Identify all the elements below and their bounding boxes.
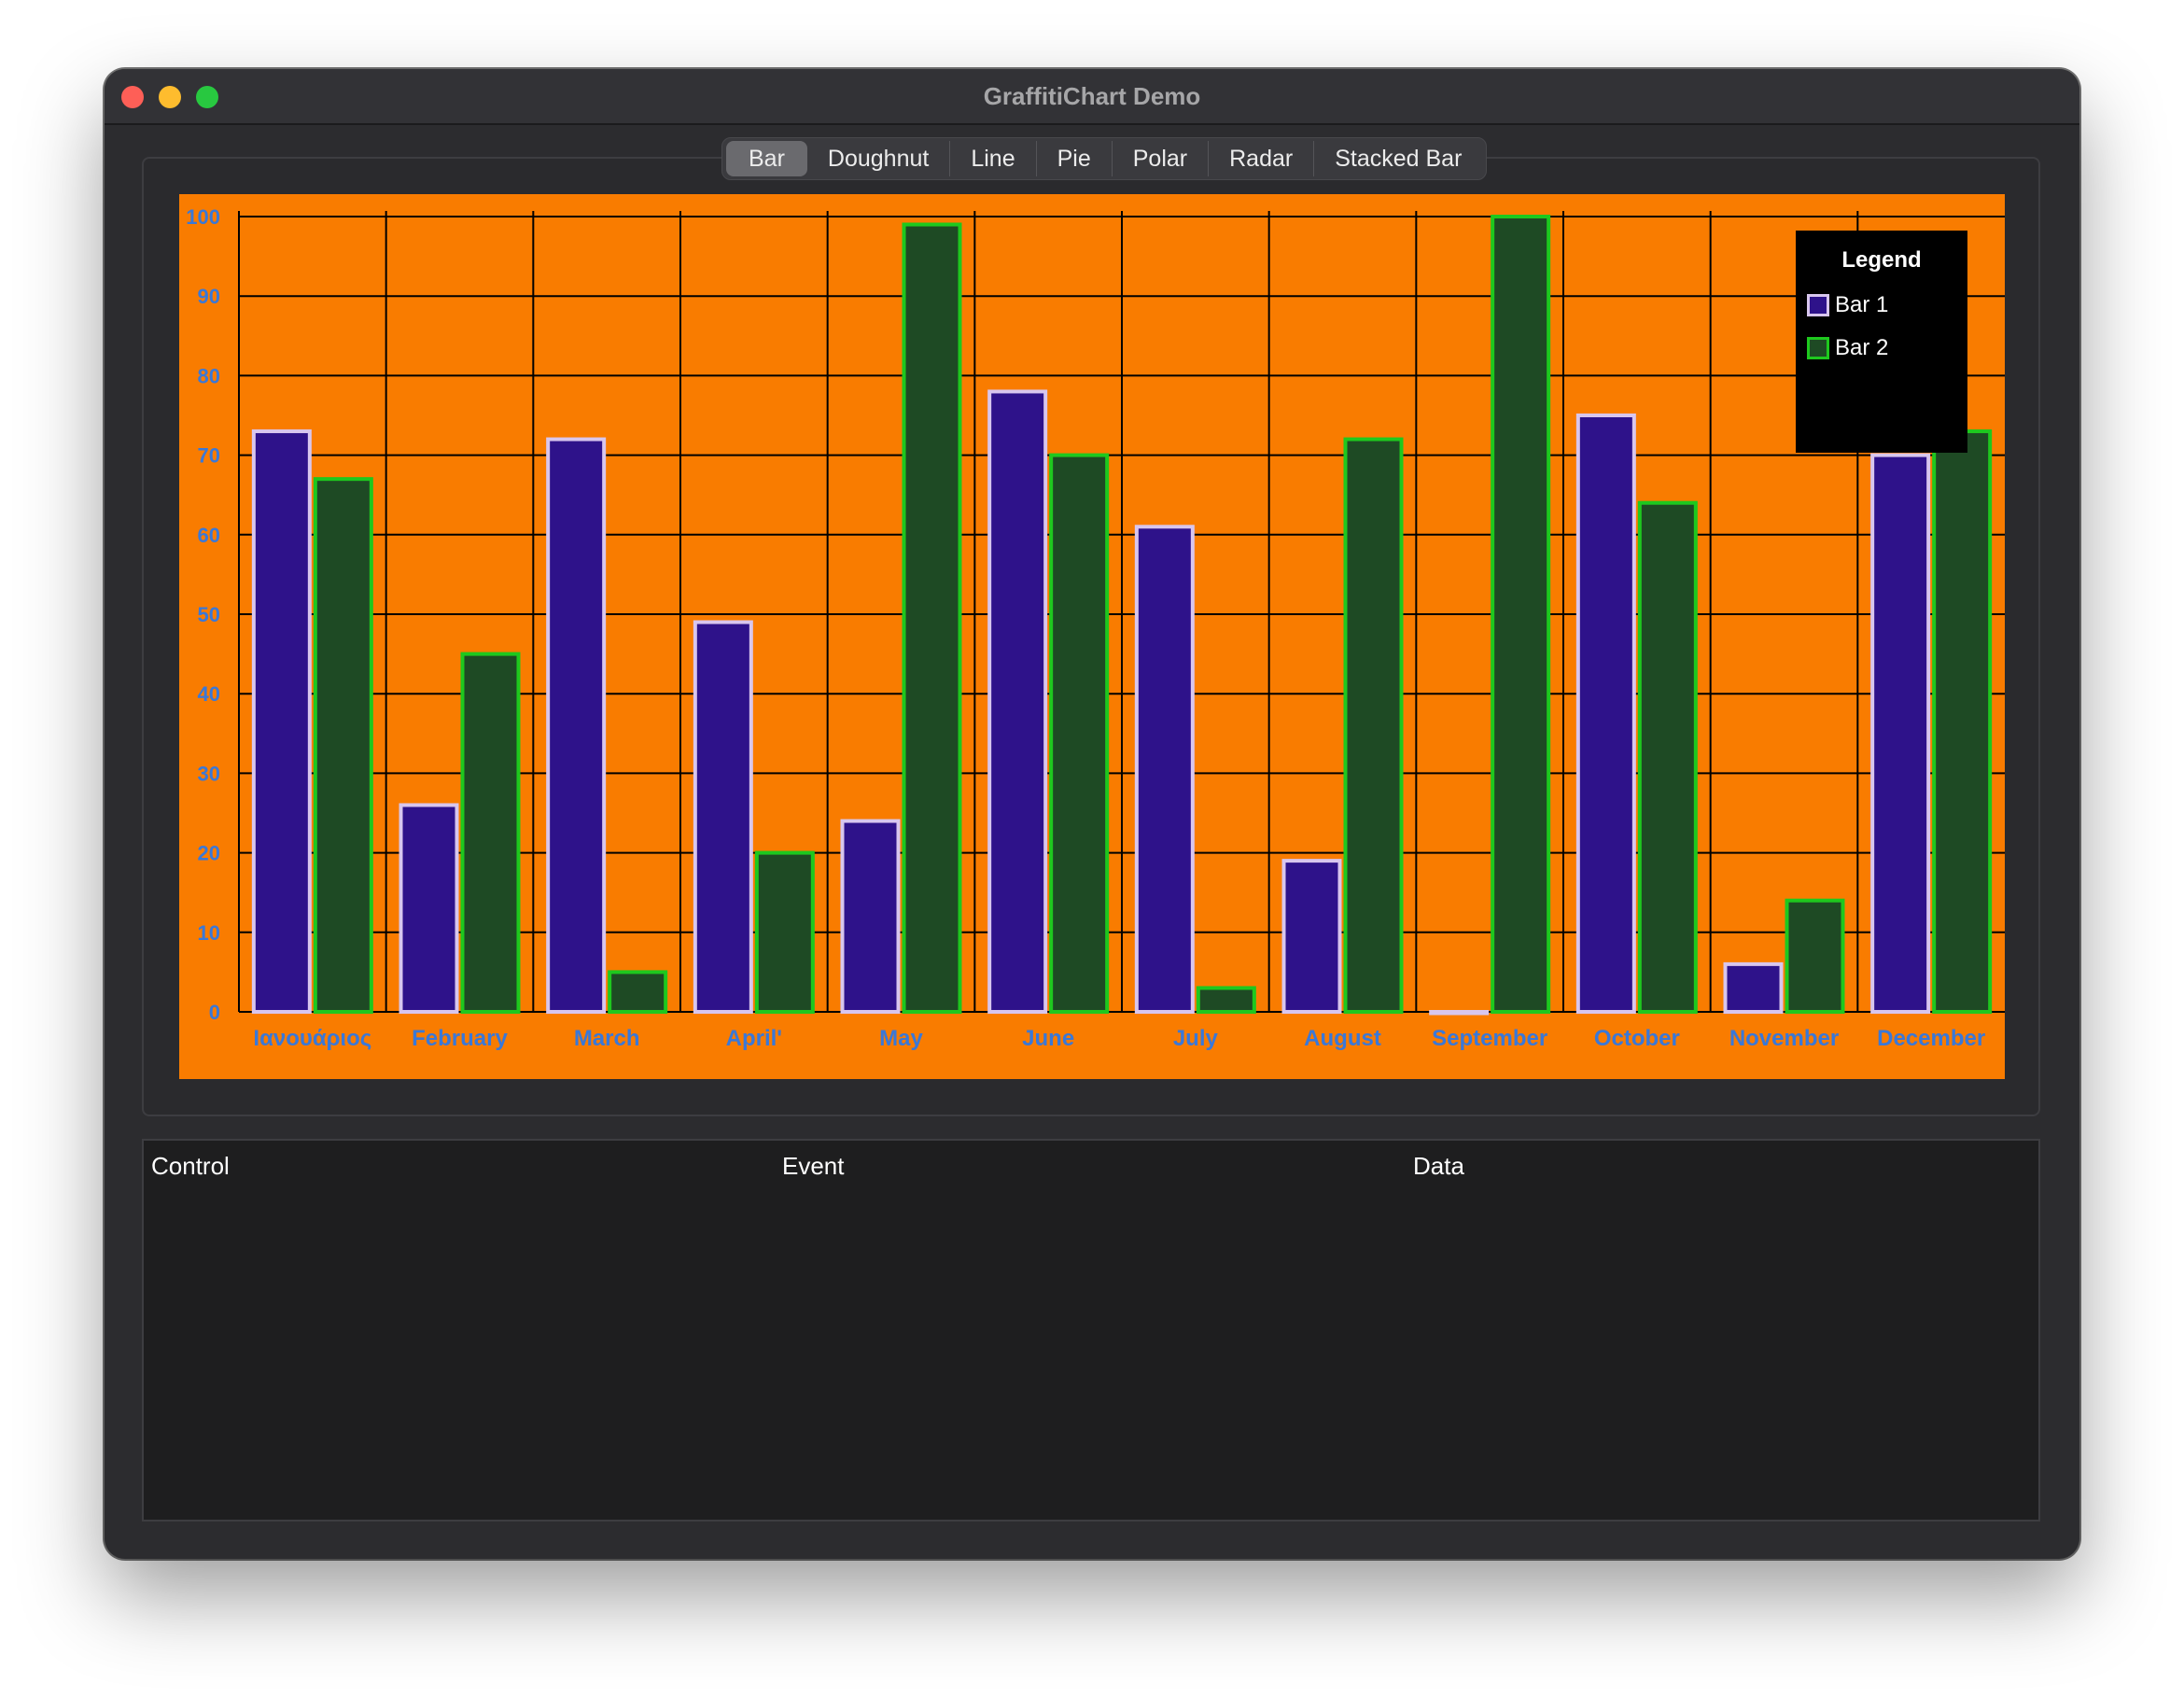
y-tick-label: 10 <box>198 921 220 945</box>
bar-1-2 <box>546 437 607 1014</box>
x-tick-label: November <box>1729 1026 1839 1051</box>
title-bar: GraffitiChart Demo <box>105 69 2079 125</box>
y-tick-label: 30 <box>198 762 220 785</box>
bar-1-6 <box>1134 525 1195 1014</box>
tab-bar[interactable]: Bar <box>726 141 807 176</box>
bar-1-3 <box>693 620 753 1014</box>
bar-2-1 <box>460 652 521 1014</box>
bar-1-4 <box>840 819 901 1015</box>
window-title: GraffitiChart Demo <box>983 82 1201 110</box>
event-log-table[interactable]: Control Event Data <box>142 1139 2040 1522</box>
bar-2-5 <box>1049 453 1110 1015</box>
x-tick-label: June <box>1022 1026 1074 1051</box>
y-tick-label: 0 <box>209 1001 220 1024</box>
zoom-window-button[interactable] <box>196 86 218 108</box>
minimize-window-button[interactable] <box>159 86 181 108</box>
legend-item-bar-1: Bar 1 <box>1807 292 1888 318</box>
y-tick-label: 100 <box>186 205 220 229</box>
bar-1-0 <box>251 429 312 1015</box>
tab-radar[interactable]: Radar <box>1209 141 1315 176</box>
x-tick-label: July <box>1173 1026 1219 1051</box>
x-tick-label: April' <box>726 1026 782 1051</box>
bar-1-10 <box>1723 961 1784 1015</box>
column-header-event[interactable]: Event <box>782 1152 845 1180</box>
x-tick-label: May <box>879 1026 923 1051</box>
bar-1-5 <box>987 389 1048 1014</box>
x-tick-label: February <box>412 1026 508 1051</box>
tab-line[interactable]: Line <box>950 141 1037 176</box>
x-tick-label: August <box>1304 1026 1381 1051</box>
tab-polar[interactable]: Polar <box>1113 141 1210 176</box>
app-window: GraffitiChart Demo Bar Doughnut Line Pie… <box>105 69 2079 1559</box>
bar-1-9 <box>1575 414 1636 1014</box>
y-tick-label: 20 <box>198 842 220 865</box>
x-tick-label: December <box>1877 1026 1985 1051</box>
bar-2-7 <box>1343 437 1404 1014</box>
legend-title: Legend <box>1841 247 1922 273</box>
y-tick-label: 80 <box>198 364 220 387</box>
bar-1-11 <box>1870 453 1931 1015</box>
chart-legend: Legend Bar 1 Bar 2 <box>1796 231 1967 453</box>
bar-2-6 <box>1196 986 1256 1015</box>
bar-2-0 <box>313 477 373 1015</box>
bar-2-4 <box>902 222 962 1014</box>
bar-2-9 <box>1637 500 1698 1015</box>
y-tick-label: 60 <box>198 524 220 547</box>
bar-1-7 <box>1281 859 1342 1014</box>
tab-doughnut[interactable]: Doughnut <box>807 141 951 176</box>
bar-2-11 <box>1932 429 1993 1015</box>
legend-label-bar-1: Bar 1 <box>1835 292 1889 317</box>
tab-pie[interactable]: Pie <box>1037 141 1113 176</box>
bar-2-2 <box>608 970 668 1015</box>
x-tick-label: March <box>574 1026 640 1051</box>
close-window-button[interactable] <box>121 86 144 108</box>
tab-stacked-bar[interactable]: Stacked Bar <box>1335 146 1463 172</box>
bar-2-10 <box>1785 898 1845 1014</box>
chart-type-tabs: Bar Doughnut Line Pie Polar Radar Stacke… <box>721 137 1488 180</box>
y-tick-label: 50 <box>198 603 220 626</box>
bar-2-8 <box>1491 215 1551 1014</box>
bar-chart[interactable]: 0 10 20 30 40 50 60 70 80 90 100 Ιανουάριος February… <box>179 194 2005 1079</box>
x-tick-label: September <box>1432 1026 1547 1051</box>
y-tick-label: 90 <box>198 285 220 308</box>
x-tick-label: October <box>1594 1026 1680 1051</box>
bar-2-3 <box>754 850 815 1014</box>
legend-label-bar-2: Bar 2 <box>1835 335 1889 360</box>
legend-item-bar-2: Bar 2 <box>1807 335 1888 361</box>
bar-1-1 <box>399 803 459 1014</box>
x-tick-label: Ιανουάριος <box>253 1026 371 1051</box>
y-tick-label: 40 <box>198 682 220 706</box>
legend-swatch-bar-1 <box>1807 294 1829 316</box>
column-header-data[interactable]: Data <box>1413 1152 1464 1180</box>
legend-swatch-bar-2 <box>1807 337 1829 359</box>
bar-1-8 <box>1429 1010 1490 1016</box>
column-header-control[interactable]: Control <box>151 1152 230 1180</box>
y-tick-label: 70 <box>198 444 220 468</box>
